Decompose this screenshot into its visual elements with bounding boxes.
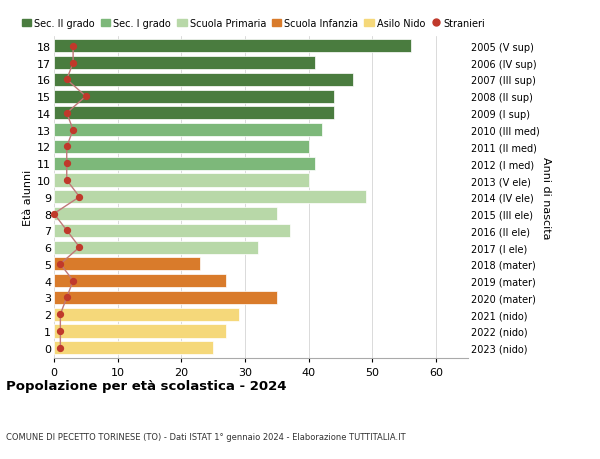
Point [62, 177, 71, 185]
Point [68, 277, 78, 285]
Bar [54, 140, 309, 154]
Point [68, 127, 78, 134]
Bar [54, 90, 334, 103]
Bar [54, 174, 309, 187]
Point [56, 311, 65, 318]
Bar [54, 308, 239, 321]
Bar [54, 74, 353, 87]
Point [68, 60, 78, 67]
Bar [54, 40, 410, 53]
Point [62, 110, 71, 118]
Bar [54, 341, 213, 354]
Bar [54, 191, 366, 204]
Point [68, 43, 78, 50]
Point [62, 294, 71, 302]
Text: COMUNE DI PECETTO TORINESE (TO) - Dati ISTAT 1° gennaio 2024 - Elaborazione TUTT: COMUNE DI PECETTO TORINESE (TO) - Dati I… [6, 431, 406, 441]
Point [74, 194, 84, 201]
Point [62, 160, 71, 168]
Bar [54, 57, 315, 70]
Bar [54, 325, 226, 338]
Bar [54, 157, 315, 170]
Legend: Sec. II grado, Sec. I grado, Scuola Primaria, Scuola Infanzia, Asilo Nido, Stran: Sec. II grado, Sec. I grado, Scuola Prim… [22, 19, 485, 28]
Bar [54, 291, 277, 304]
Text: Popolazione per età scolastica - 2024: Popolazione per età scolastica - 2024 [6, 380, 287, 392]
Bar [54, 224, 290, 237]
Point [81, 93, 91, 101]
Bar [54, 274, 226, 288]
Point [62, 227, 71, 235]
Bar [54, 124, 322, 137]
Bar [54, 241, 258, 254]
Point [74, 244, 84, 251]
Bar [54, 258, 200, 271]
Point [56, 328, 65, 335]
Point [56, 261, 65, 268]
Point [62, 77, 71, 84]
Bar [54, 207, 277, 221]
Point [62, 144, 71, 151]
Point [56, 344, 65, 352]
Bar [54, 107, 334, 120]
Y-axis label: Anni di nascita: Anni di nascita [541, 156, 551, 239]
Point [49, 210, 59, 218]
Y-axis label: Età alunni: Età alunni [23, 169, 33, 225]
